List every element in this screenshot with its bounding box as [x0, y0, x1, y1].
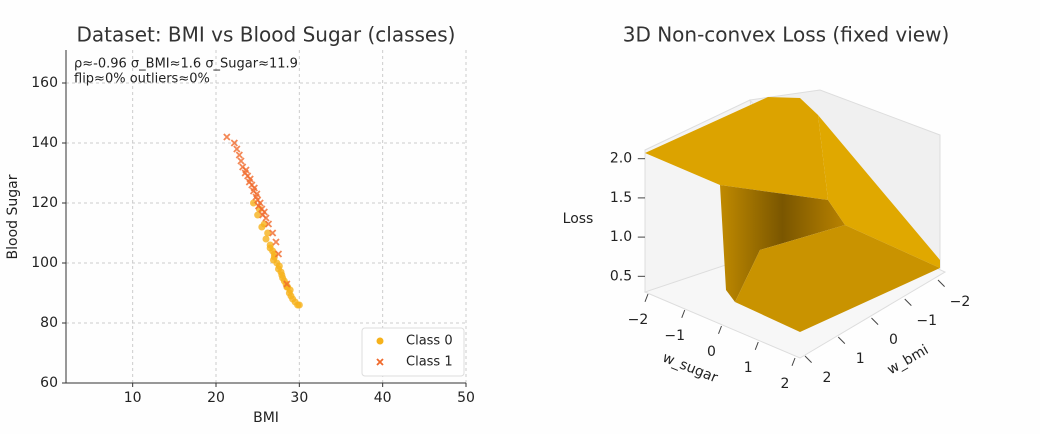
tick-mark	[871, 317, 879, 325]
point	[266, 241, 274, 249]
tick-mark	[718, 325, 722, 334]
point	[237, 157, 245, 165]
point	[233, 145, 241, 153]
point	[235, 151, 243, 159]
x-tick-label: 2	[781, 376, 790, 392]
point	[275, 262, 283, 270]
y-tick-label: 2	[823, 370, 832, 386]
tick-mark	[791, 357, 796, 366]
point	[246, 175, 254, 183]
x-tick-label: 40	[374, 390, 392, 406]
point	[289, 295, 297, 303]
y-tick-label: 140	[31, 135, 58, 151]
point	[230, 139, 238, 147]
point	[242, 166, 250, 174]
tick-mark	[837, 336, 846, 344]
surface	[645, 97, 828, 200]
x-tick-label: 20	[207, 390, 225, 406]
point	[254, 202, 263, 210]
z-tick-label: 1.0	[610, 229, 632, 245]
point	[278, 271, 286, 279]
y-tick-label: 160	[31, 75, 58, 91]
point	[259, 211, 267, 219]
x-tick-label: 0	[707, 344, 716, 360]
point	[270, 256, 277, 264]
annotation: ρ≈-0.96 σ_BMI≈1.6 σ_Sugar≈11.9	[74, 57, 298, 72]
x-tick-label: −1	[664, 328, 685, 344]
y-axis-label: Blood Sugar	[5, 174, 21, 259]
tick-mark	[804, 355, 812, 363]
z-axis-label: Loss	[563, 211, 594, 227]
point	[269, 229, 277, 237]
legend-label: Class 1	[406, 355, 453, 370]
z-tick-label: 2.0	[610, 151, 632, 167]
y-tick-label: 0	[889, 332, 898, 348]
surface	[735, 225, 940, 332]
x-tick-label: −2	[628, 312, 649, 328]
tick-mark	[681, 309, 686, 318]
z-tick-label: 1.5	[610, 190, 632, 206]
x-tick-label: 50	[457, 390, 475, 406]
z-tick-label: 0.5	[610, 268, 632, 284]
legend-label: Class 0	[406, 334, 453, 349]
y-tick-label: −1	[916, 313, 937, 329]
legend-marker	[376, 358, 384, 366]
surface	[818, 115, 940, 268]
y-tick-label: 100	[31, 255, 58, 271]
chart-title: 3D Non-convex Loss (fixed view)	[623, 23, 950, 47]
point	[264, 220, 273, 228]
legend	[361, 327, 465, 377]
point	[250, 184, 258, 192]
y-tick-label: −2	[950, 294, 971, 310]
tick-mark	[644, 293, 649, 302]
y-tick-label: 80	[40, 315, 58, 331]
y-tick-label: 1	[856, 351, 865, 367]
tick-mark	[904, 298, 912, 306]
x-tick-label: 10	[124, 390, 142, 406]
point	[264, 229, 272, 237]
tick-mark	[937, 279, 945, 287]
point	[283, 280, 291, 288]
surface-panel	[643, 89, 947, 359]
point	[253, 190, 261, 198]
point	[254, 211, 262, 219]
point	[262, 235, 270, 243]
point	[223, 133, 231, 141]
x-tick-label: 1	[744, 360, 753, 376]
point	[294, 301, 302, 309]
legend-marker	[376, 337, 384, 345]
annotation: flip≈0% outliers≈0%	[74, 72, 210, 87]
chart-title: Dataset: BMI vs Blood Sugar (classes)	[77, 23, 456, 47]
y-tick-label: 120	[31, 195, 58, 211]
surface	[720, 185, 845, 302]
x-axis-label: BMI	[253, 410, 279, 426]
point	[274, 250, 283, 258]
point	[272, 238, 280, 246]
x-tick-label: 30	[290, 390, 308, 406]
y-tick-label: 60	[40, 375, 58, 391]
tick-mark	[754, 341, 759, 350]
